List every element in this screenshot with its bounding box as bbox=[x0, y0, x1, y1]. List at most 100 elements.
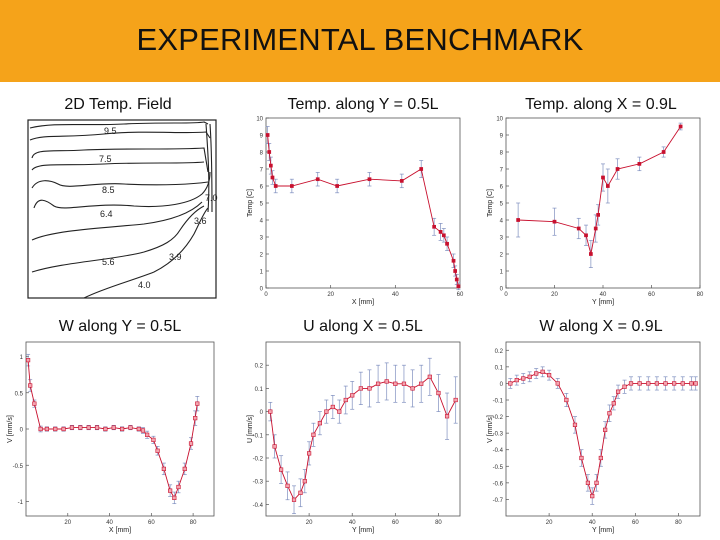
data-point bbox=[680, 381, 685, 386]
data-point bbox=[32, 401, 37, 406]
contour-plot: 9.5 7.5 8.5 6.4 7.0 3.6 5.6 3.9 4.0 bbox=[27, 119, 218, 299]
data-point bbox=[672, 381, 677, 386]
data-point bbox=[285, 483, 290, 488]
data-point bbox=[606, 184, 610, 188]
x-tick-label: 60 bbox=[632, 520, 639, 526]
data-point bbox=[637, 381, 642, 386]
contour-line bbox=[209, 123, 213, 213]
data-point bbox=[540, 369, 545, 374]
data-point bbox=[269, 163, 273, 168]
data-point bbox=[419, 167, 424, 171]
caption-2d-temp-field: 2D Temp. Field bbox=[64, 96, 172, 113]
data-point bbox=[401, 381, 407, 386]
data-point bbox=[273, 184, 278, 188]
y-tick-label: 1 bbox=[500, 270, 504, 276]
data-point bbox=[161, 466, 166, 471]
contour-line bbox=[31, 205, 205, 273]
data-point bbox=[572, 422, 578, 427]
y-tick-label: 1 bbox=[260, 270, 264, 276]
y-tick-label: 10 bbox=[256, 117, 263, 123]
data-point bbox=[145, 432, 150, 437]
data-point bbox=[661, 150, 666, 154]
data-point bbox=[330, 404, 335, 410]
x-tick-label: 40 bbox=[589, 520, 596, 526]
data-point bbox=[508, 381, 513, 386]
page-title: EXPERIMENTAL BENCHMARK bbox=[136, 22, 584, 57]
data-point bbox=[598, 455, 603, 461]
data-point bbox=[628, 381, 634, 386]
y-tick-label: -0.2 bbox=[253, 457, 264, 463]
data-point bbox=[654, 381, 659, 386]
x-tick-label: 20 bbox=[64, 520, 71, 526]
y-axis-label: V [mm/s] bbox=[7, 415, 14, 443]
y-axis-label: V [mm/s] bbox=[487, 415, 494, 443]
y-tick-label: 3 bbox=[260, 236, 264, 242]
plot-frame bbox=[265, 341, 461, 517]
data-point bbox=[601, 175, 605, 180]
data-point bbox=[94, 425, 100, 430]
data-point bbox=[86, 425, 91, 430]
data-point bbox=[693, 381, 698, 386]
contour-line bbox=[31, 161, 205, 171]
data-point bbox=[69, 425, 75, 430]
plot-frame bbox=[505, 117, 701, 289]
data-point bbox=[527, 374, 532, 379]
x-tick-label: 80 bbox=[190, 520, 197, 526]
data-point bbox=[307, 451, 312, 456]
data-point bbox=[53, 426, 58, 432]
data-point bbox=[44, 426, 49, 432]
y-tick-label: 0 bbox=[20, 428, 24, 434]
contour-label: 9.5 bbox=[104, 126, 117, 136]
data-point bbox=[317, 421, 322, 426]
data-point bbox=[61, 426, 66, 432]
data-point bbox=[265, 133, 270, 137]
x-axis-label: Y [mm] bbox=[352, 527, 374, 534]
data-point bbox=[590, 494, 595, 499]
x-tick-label: 60 bbox=[148, 520, 155, 526]
data-point bbox=[622, 384, 627, 389]
data-point bbox=[343, 397, 348, 403]
y-tick-label: 7 bbox=[260, 168, 264, 174]
x-tick-label: 80 bbox=[435, 520, 442, 526]
data-point bbox=[270, 175, 275, 180]
y-tick-label: 0.2 bbox=[495, 349, 504, 355]
caption-w-along-x: W along X = 0.9L bbox=[539, 318, 663, 335]
data-point bbox=[585, 480, 591, 485]
y-tick-label: 10 bbox=[496, 117, 503, 123]
x-tick-label: 0 bbox=[504, 292, 508, 298]
data-point bbox=[155, 448, 160, 453]
data-point bbox=[195, 401, 200, 406]
data-point bbox=[168, 488, 173, 493]
y-tick-label: 9 bbox=[500, 134, 504, 140]
y-tick-label: 1 bbox=[20, 355, 24, 361]
data-point bbox=[103, 426, 108, 432]
data-point bbox=[603, 427, 608, 432]
y-tick-label: 4 bbox=[500, 219, 504, 225]
data-point bbox=[427, 374, 432, 379]
contour-line bbox=[205, 123, 210, 213]
chart-w-along-y: -1 -0.5 0 0.5 1 20 40 60 80 X [mm] V [mm/s] bbox=[7, 341, 215, 534]
data-point bbox=[663, 381, 668, 386]
data-point bbox=[438, 230, 443, 234]
data-point bbox=[272, 444, 277, 449]
contour-label: 5.6 bbox=[102, 257, 115, 267]
x-axis-label: Y [mm] bbox=[592, 527, 614, 534]
y-tick-label: 2 bbox=[500, 253, 504, 259]
contour-line bbox=[31, 147, 209, 173]
contour-line bbox=[31, 180, 209, 189]
data-point bbox=[611, 401, 616, 406]
data-point bbox=[337, 409, 342, 414]
y-tick-label: -0.5 bbox=[13, 464, 24, 470]
data-point bbox=[182, 466, 187, 471]
x-axis-label: X [mm] bbox=[109, 527, 131, 534]
data-point bbox=[637, 162, 642, 166]
data-point bbox=[534, 371, 539, 376]
data-point bbox=[596, 213, 601, 217]
y-tick-label: -0.4 bbox=[253, 503, 264, 509]
data-point bbox=[514, 378, 519, 383]
data-point bbox=[453, 269, 458, 273]
data-point bbox=[594, 480, 599, 485]
data-point bbox=[689, 381, 694, 386]
caption-u-along-x: U along X = 0.5L bbox=[303, 318, 423, 335]
x-tick-label: 40 bbox=[106, 520, 113, 526]
